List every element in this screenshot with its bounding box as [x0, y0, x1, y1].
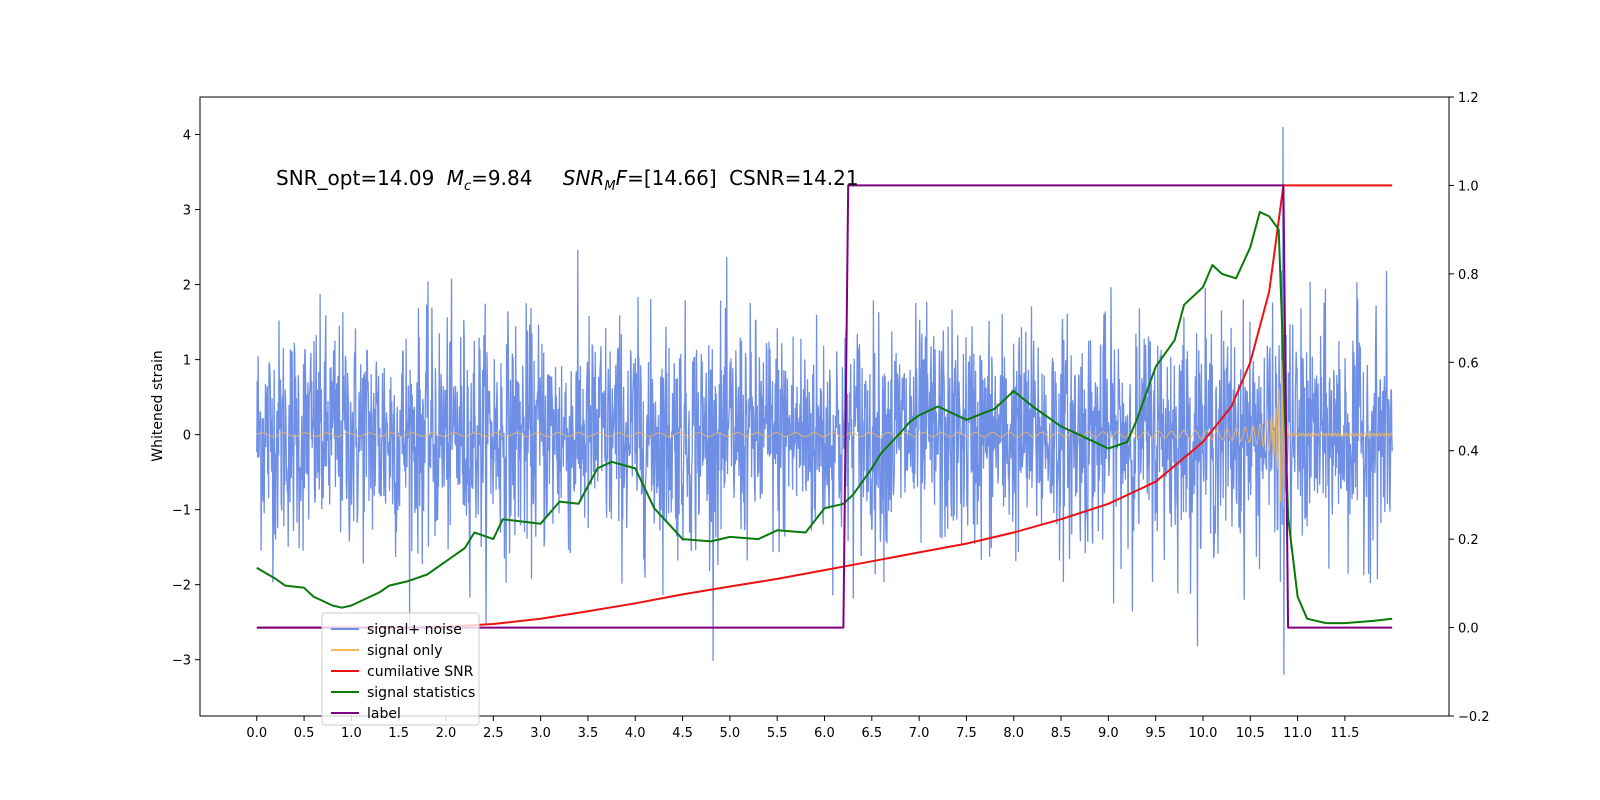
x-axis: 0.0 0.5 1.0 1.5 2.0 2.5 3.0 3.5 4.0 4.5 5.0 5.5 6.0 6…: [246, 716, 1359, 741]
x-tick-label: 3.5: [578, 726, 599, 741]
plot-area: [256, 126, 1393, 675]
y-left-tick-label: −2: [172, 579, 191, 594]
x-tick-label: 6.5: [861, 726, 882, 741]
y-right-tick-label: 1.0: [1458, 179, 1479, 194]
y-left-tick-label: −1: [172, 504, 191, 519]
legend-box: [321, 612, 480, 726]
x-tick-label: 4.0: [625, 726, 646, 741]
x-tick-label: 5.5: [767, 726, 788, 741]
y-right-tick-label: 0.2: [1458, 533, 1479, 548]
x-tick-label: 1.5: [388, 726, 409, 741]
legend-label: signal+ noise: [367, 622, 462, 638]
series-label: [256, 184, 1393, 629]
y-right-tick-label: 0.6: [1458, 356, 1479, 371]
x-tick-label: 11.5: [1330, 726, 1359, 741]
x-tick-label: 8.0: [1003, 726, 1024, 741]
y-left-tick-label: −3: [172, 654, 191, 669]
legend-label: signal only: [367, 643, 442, 659]
y-right-tick-label: 0.0: [1458, 622, 1479, 637]
snr-opt-text: SNR_opt=14.09: [276, 166, 434, 190]
x-tick-label: 10.5: [1236, 726, 1265, 741]
x-tick-label: 0.0: [246, 726, 267, 741]
x-tick-label: 6.0: [814, 726, 835, 741]
legend-label: label: [367, 706, 401, 722]
legend-label: signal statistics: [367, 685, 475, 701]
x-tick-label: 11.0: [1283, 726, 1312, 741]
series-signal-statistics: [256, 211, 1393, 625]
x-tick-label: 9.5: [1145, 726, 1166, 741]
y-right-tick-label: 0.4: [1458, 445, 1479, 460]
x-tick-label: 5.0: [720, 726, 741, 741]
csnr-text: CSNR=14.21: [729, 166, 859, 190]
x-tick-label: 2.5: [483, 726, 504, 741]
y-axis-left: −3 −2 −1 0 1 2 3 4: [172, 129, 200, 669]
legend: signal+ noise signal only cumilative SNR si…: [321, 612, 480, 726]
y-axis-right: −0.2 0.0 0.2 0.4 0.6 0.8 1.0 1.2: [1449, 91, 1490, 725]
series-signal-noise: [256, 126, 1393, 675]
y-right-tick-label: 1.2: [1458, 91, 1479, 106]
y-left-tick-label: 4: [183, 129, 191, 144]
x-tick-label: 3.0: [530, 726, 551, 741]
snrmf-f: F: [616, 166, 628, 190]
x-tick-label: 2.0: [436, 726, 457, 741]
snrmf-subscript: M: [604, 179, 615, 194]
x-tick-label: 0.5: [294, 726, 315, 741]
snrmf-value: =[14.66]: [627, 166, 717, 190]
mc-value: =9.84: [471, 166, 532, 190]
series-signal-only: [256, 360, 1393, 508]
x-tick-label: 10.0: [1189, 726, 1218, 741]
x-tick-label: 4.5: [672, 726, 693, 741]
y-left-tick-label: 3: [183, 204, 191, 219]
y-axis-label: Whitened strain: [150, 350, 166, 461]
x-tick-label: 9.0: [1098, 726, 1119, 741]
x-tick-label: 8.5: [1051, 726, 1072, 741]
mc-symbol: M: [447, 166, 464, 190]
snrmf-symbol: SNR: [563, 166, 605, 190]
legend-label: cumilative SNR: [367, 664, 474, 680]
y-left-tick-label: 0: [183, 429, 191, 444]
x-tick-label: 7.0: [909, 726, 930, 741]
mc-subscript: c: [464, 179, 471, 194]
y-left-tick-label: 1: [183, 354, 191, 369]
x-tick-label: 1.0: [341, 726, 362, 741]
y-right-tick-label: 0.8: [1458, 268, 1479, 283]
snr-annotation: SNR_opt=14.09 Mc=9.84 SNRMF=[14.66] CSNR…: [276, 166, 859, 194]
x-tick-label: 7.5: [956, 726, 977, 741]
y-right-tick-label: −0.2: [1458, 710, 1490, 725]
y-left-tick-label: 2: [183, 279, 191, 294]
